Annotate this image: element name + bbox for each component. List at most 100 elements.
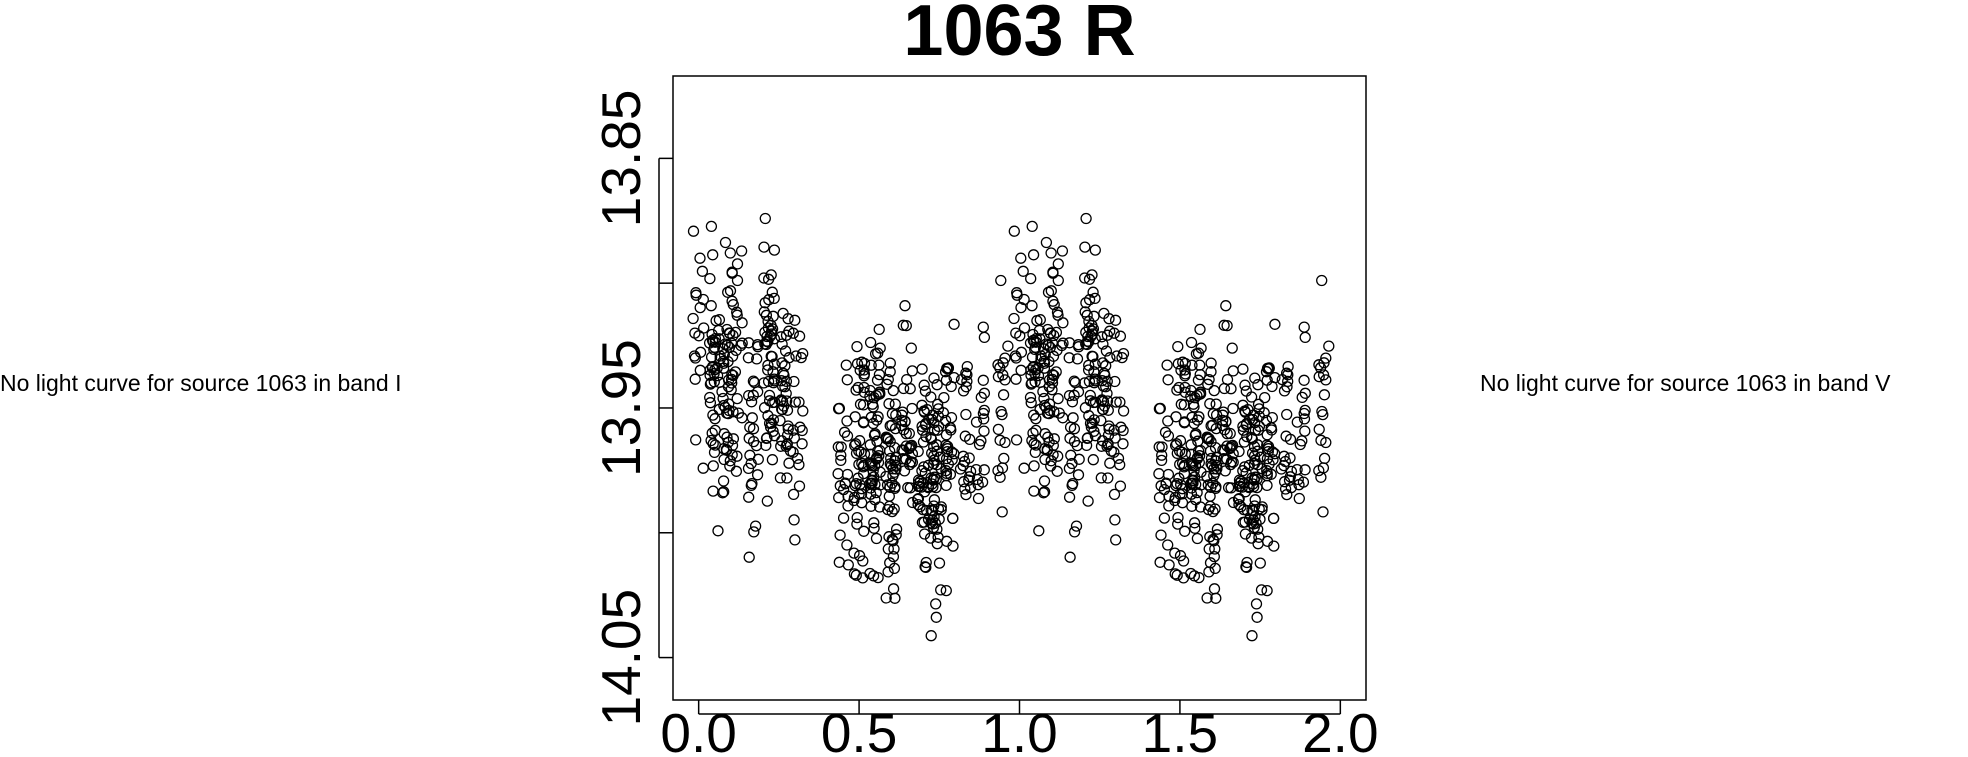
data-point — [1015, 346, 1028, 358]
data-point — [871, 374, 884, 386]
data-point — [1222, 481, 1235, 494]
data-point — [864, 336, 877, 349]
no-light-curve-band-i-note: No light curve for source 1063 in band I — [0, 370, 402, 396]
data-point — [716, 487, 729, 499]
data-point — [1161, 359, 1173, 371]
data-point — [774, 472, 787, 484]
data-point — [960, 408, 972, 421]
data-point — [751, 469, 764, 481]
data-point — [797, 405, 809, 417]
data-point — [901, 373, 913, 386]
data-point — [1320, 352, 1332, 364]
data-point — [724, 285, 737, 297]
data-point — [1261, 470, 1273, 482]
data-point — [1100, 345, 1113, 357]
data-point — [957, 450, 969, 462]
data-point — [1298, 374, 1310, 386]
data-point — [1261, 584, 1273, 597]
data-point — [854, 435, 866, 447]
data-point — [1052, 392, 1064, 405]
data-point — [1044, 327, 1056, 339]
data-point — [1205, 452, 1218, 465]
data-point — [1263, 363, 1275, 375]
data-point — [746, 412, 758, 424]
data-point — [1299, 425, 1311, 437]
data-point — [1237, 363, 1249, 375]
data-point — [865, 500, 877, 512]
data-point — [781, 472, 793, 484]
data-point — [1237, 424, 1250, 436]
data-point — [1262, 440, 1275, 453]
data-point — [1071, 439, 1083, 452]
data-point — [948, 318, 960, 330]
data-point — [1299, 331, 1311, 344]
data-point — [718, 348, 730, 361]
data-point — [1219, 465, 1231, 477]
data-point — [781, 404, 794, 416]
data-point — [1109, 314, 1122, 326]
data-point — [1249, 494, 1261, 506]
data-point — [947, 540, 959, 552]
data-point — [1317, 506, 1329, 518]
data-point — [1316, 274, 1328, 287]
data-point — [1097, 338, 1109, 350]
data-point — [1117, 438, 1129, 450]
data-point — [1114, 480, 1127, 492]
data-point — [795, 351, 807, 364]
data-point — [724, 247, 736, 259]
data-point — [1208, 384, 1220, 397]
data-point — [742, 352, 755, 364]
data-point — [954, 463, 967, 475]
data-point — [916, 420, 928, 433]
data-point — [1179, 368, 1191, 380]
data-point — [1104, 352, 1116, 364]
data-point — [917, 477, 929, 489]
data-point — [1202, 432, 1214, 444]
data-point — [1114, 459, 1126, 471]
data-point — [1081, 309, 1093, 321]
data-point — [1080, 212, 1092, 225]
data-point — [712, 525, 724, 537]
data-point — [1245, 391, 1258, 403]
data-point — [1251, 611, 1263, 623]
data-point — [1221, 373, 1234, 386]
data-point — [1201, 592, 1213, 604]
data-point — [789, 314, 801, 326]
data-point — [928, 441, 940, 453]
data-point — [1026, 220, 1038, 233]
data-point — [1205, 458, 1217, 470]
data-point — [1029, 343, 1041, 356]
data-point — [851, 340, 863, 353]
data-point — [1057, 337, 1069, 349]
data-point — [865, 488, 877, 500]
data-point — [889, 398, 901, 410]
data-point — [832, 441, 844, 453]
data-point — [848, 494, 860, 507]
data-point — [1040, 236, 1053, 249]
data-point — [977, 321, 989, 333]
data-point — [1027, 360, 1040, 373]
data-point — [898, 465, 911, 477]
data-point — [1162, 374, 1174, 386]
y-tick-label: 13.95 — [590, 339, 652, 477]
data-point — [1115, 421, 1127, 433]
data-point — [1254, 451, 1266, 463]
data-point — [1038, 486, 1051, 498]
data-point — [776, 338, 788, 350]
data-point — [833, 402, 846, 415]
data-point — [696, 265, 709, 277]
data-point — [723, 327, 736, 339]
data-point — [1226, 342, 1238, 354]
data-point — [1047, 369, 1059, 381]
data-point — [912, 445, 924, 458]
data-point — [884, 420, 896, 432]
data-point — [857, 555, 869, 567]
data-point — [1225, 456, 1238, 468]
data-point — [940, 584, 952, 597]
data-point — [902, 481, 914, 494]
data-point — [1267, 512, 1280, 525]
data-point — [1162, 539, 1174, 551]
data-point — [775, 440, 787, 452]
data-point — [747, 423, 760, 435]
data-point — [1248, 441, 1261, 453]
